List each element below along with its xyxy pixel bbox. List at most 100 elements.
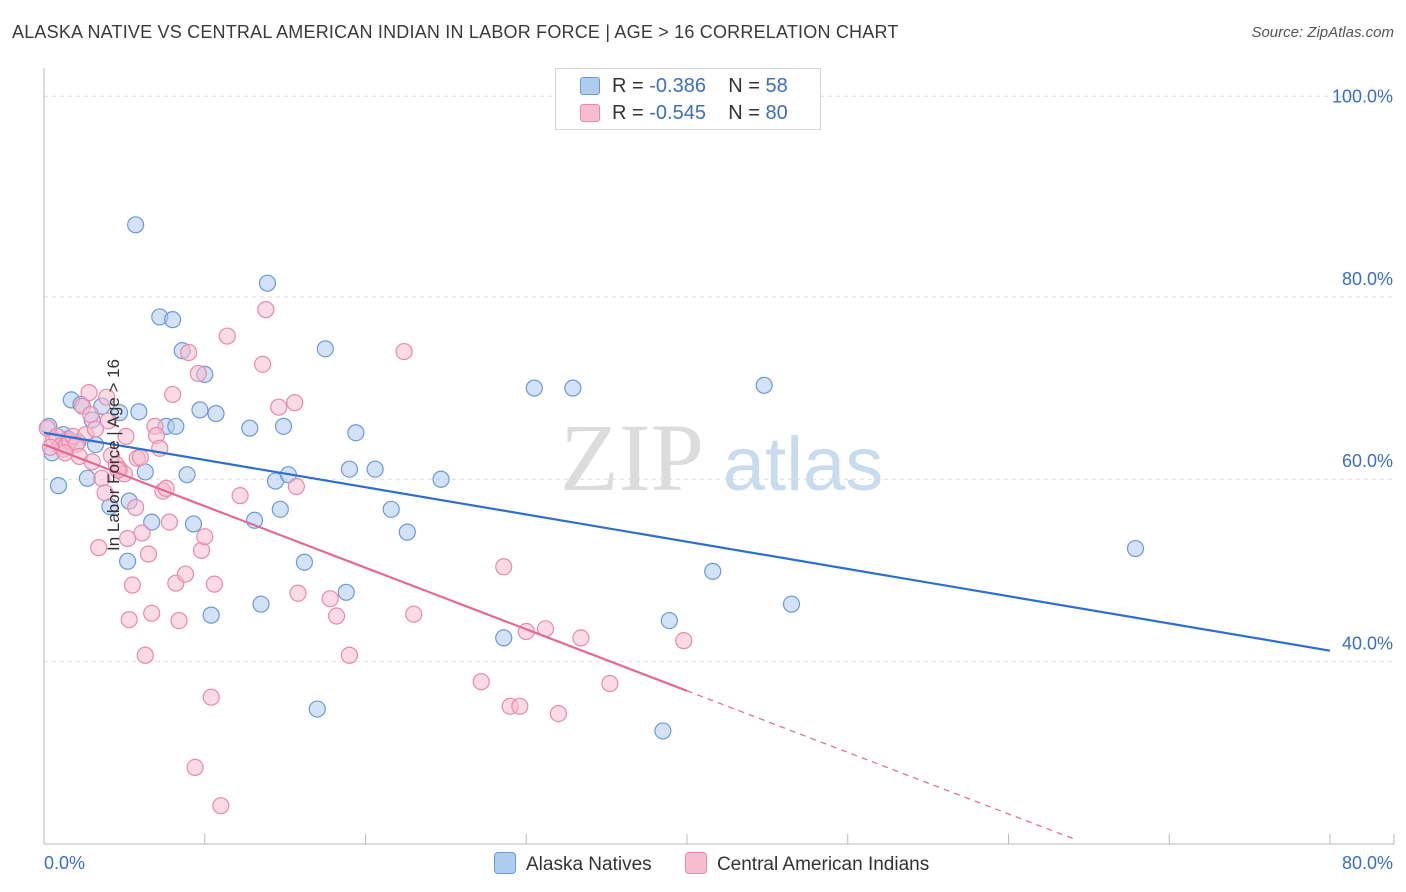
n-value: 58 bbox=[765, 75, 788, 97]
data-point bbox=[337, 583, 355, 601]
data-point bbox=[218, 327, 236, 345]
data-point bbox=[271, 500, 289, 518]
y-tick-label: 80.0% bbox=[1342, 269, 1393, 289]
data-point bbox=[212, 797, 230, 815]
data-point bbox=[549, 704, 568, 723]
data-point bbox=[511, 697, 529, 715]
x-tick-label: 80.0% bbox=[1342, 853, 1393, 873]
legend-row-central-american: R = -0.545 N = 80 bbox=[580, 102, 788, 126]
n-label: N = bbox=[728, 102, 760, 124]
source-credit: Source: ZipAtlas.com bbox=[1251, 24, 1394, 41]
data-point bbox=[120, 611, 138, 629]
legend-label: Alaska Natives bbox=[526, 854, 652, 875]
data-point bbox=[136, 646, 154, 664]
trend-line-central-american-indians bbox=[43, 443, 688, 692]
data-point bbox=[167, 417, 185, 435]
trend-lines bbox=[43, 431, 1331, 840]
data-point bbox=[98, 388, 116, 406]
data-point bbox=[130, 403, 148, 421]
y-tick-label: 100.0% bbox=[1332, 86, 1393, 106]
legend-item-alaska-natives[interactable]: Alaska Natives bbox=[494, 852, 652, 876]
data-point bbox=[205, 575, 223, 593]
r-value: -0.545 bbox=[649, 102, 706, 124]
data-point bbox=[90, 539, 108, 557]
data-point bbox=[231, 487, 249, 505]
legend-swatch-blue bbox=[494, 852, 516, 874]
data-point bbox=[180, 343, 198, 362]
data-point bbox=[347, 424, 365, 442]
r-value: -0.386 bbox=[649, 75, 706, 97]
data-point bbox=[252, 595, 270, 613]
data-point bbox=[164, 385, 182, 404]
data-point bbox=[755, 376, 773, 394]
data-point bbox=[704, 562, 722, 580]
data-point bbox=[133, 524, 151, 542]
data-point bbox=[601, 674, 619, 693]
data-point bbox=[123, 576, 142, 594]
data-point bbox=[196, 528, 214, 546]
data-point bbox=[660, 611, 678, 630]
y-axis-label: In Labor Force | Age > 16 bbox=[104, 358, 124, 552]
data-point bbox=[176, 565, 195, 583]
watermark-zip: ZIP bbox=[560, 404, 704, 511]
data-point bbox=[382, 500, 400, 518]
data-point bbox=[96, 484, 114, 502]
data-point bbox=[782, 595, 801, 613]
watermark: ZIP atlas bbox=[560, 404, 883, 511]
tick-labels: 40.0% 60.0% 80.0% 100.0% 0.0% 80.0% bbox=[44, 86, 1393, 873]
data-point bbox=[395, 342, 413, 361]
data-point bbox=[258, 274, 277, 292]
chart-title: ALASKA NATIVE VS CENTRAL AMERICAN INDIAN… bbox=[12, 22, 899, 42]
data-point bbox=[143, 513, 161, 531]
data-points bbox=[38, 216, 1145, 815]
series-legend: Alaska Natives Central American Indians bbox=[494, 852, 957, 876]
data-point bbox=[432, 470, 450, 488]
data-point bbox=[1126, 539, 1145, 558]
data-point bbox=[82, 405, 100, 424]
data-point bbox=[654, 722, 672, 740]
data-point bbox=[202, 606, 220, 624]
legend-label: Central American Indians bbox=[716, 854, 930, 875]
legend-row-alaska: R = -0.386 N = 58 bbox=[580, 75, 788, 99]
data-point bbox=[295, 553, 314, 571]
data-point bbox=[49, 477, 68, 495]
data-point bbox=[287, 477, 305, 496]
data-point bbox=[675, 632, 693, 650]
data-point bbox=[564, 379, 582, 397]
data-point bbox=[257, 301, 275, 319]
data-point bbox=[270, 398, 288, 416]
data-point bbox=[127, 216, 145, 234]
data-point bbox=[99, 412, 117, 430]
trend-line-extension-central-american-indians bbox=[686, 690, 1074, 840]
x-tick-label: 0.0% bbox=[44, 853, 85, 873]
data-point bbox=[316, 340, 334, 358]
data-point bbox=[254, 355, 272, 373]
data-point bbox=[472, 673, 490, 691]
data-point bbox=[340, 646, 359, 664]
r-label: R = bbox=[612, 102, 644, 124]
data-point bbox=[405, 605, 423, 623]
data-point bbox=[127, 498, 145, 517]
data-point bbox=[321, 590, 339, 608]
data-point bbox=[366, 460, 384, 478]
data-point bbox=[572, 629, 590, 647]
n-label: N = bbox=[728, 75, 760, 97]
data-point bbox=[525, 379, 543, 397]
legend-item-central-american-indians[interactable]: Central American Indians bbox=[684, 852, 930, 876]
data-point bbox=[289, 584, 307, 602]
data-point bbox=[308, 700, 326, 718]
data-point bbox=[117, 427, 135, 445]
data-point bbox=[170, 611, 188, 630]
data-point bbox=[118, 552, 137, 570]
data-point bbox=[202, 688, 220, 706]
data-point bbox=[160, 513, 178, 531]
series-central-american-indians bbox=[38, 301, 693, 815]
data-point bbox=[143, 604, 161, 622]
r-label: R = bbox=[612, 75, 644, 97]
data-point bbox=[495, 629, 513, 647]
data-point bbox=[327, 607, 346, 625]
data-point bbox=[286, 394, 304, 412]
watermark-atlas: atlas bbox=[723, 422, 884, 507]
data-point bbox=[186, 758, 204, 777]
